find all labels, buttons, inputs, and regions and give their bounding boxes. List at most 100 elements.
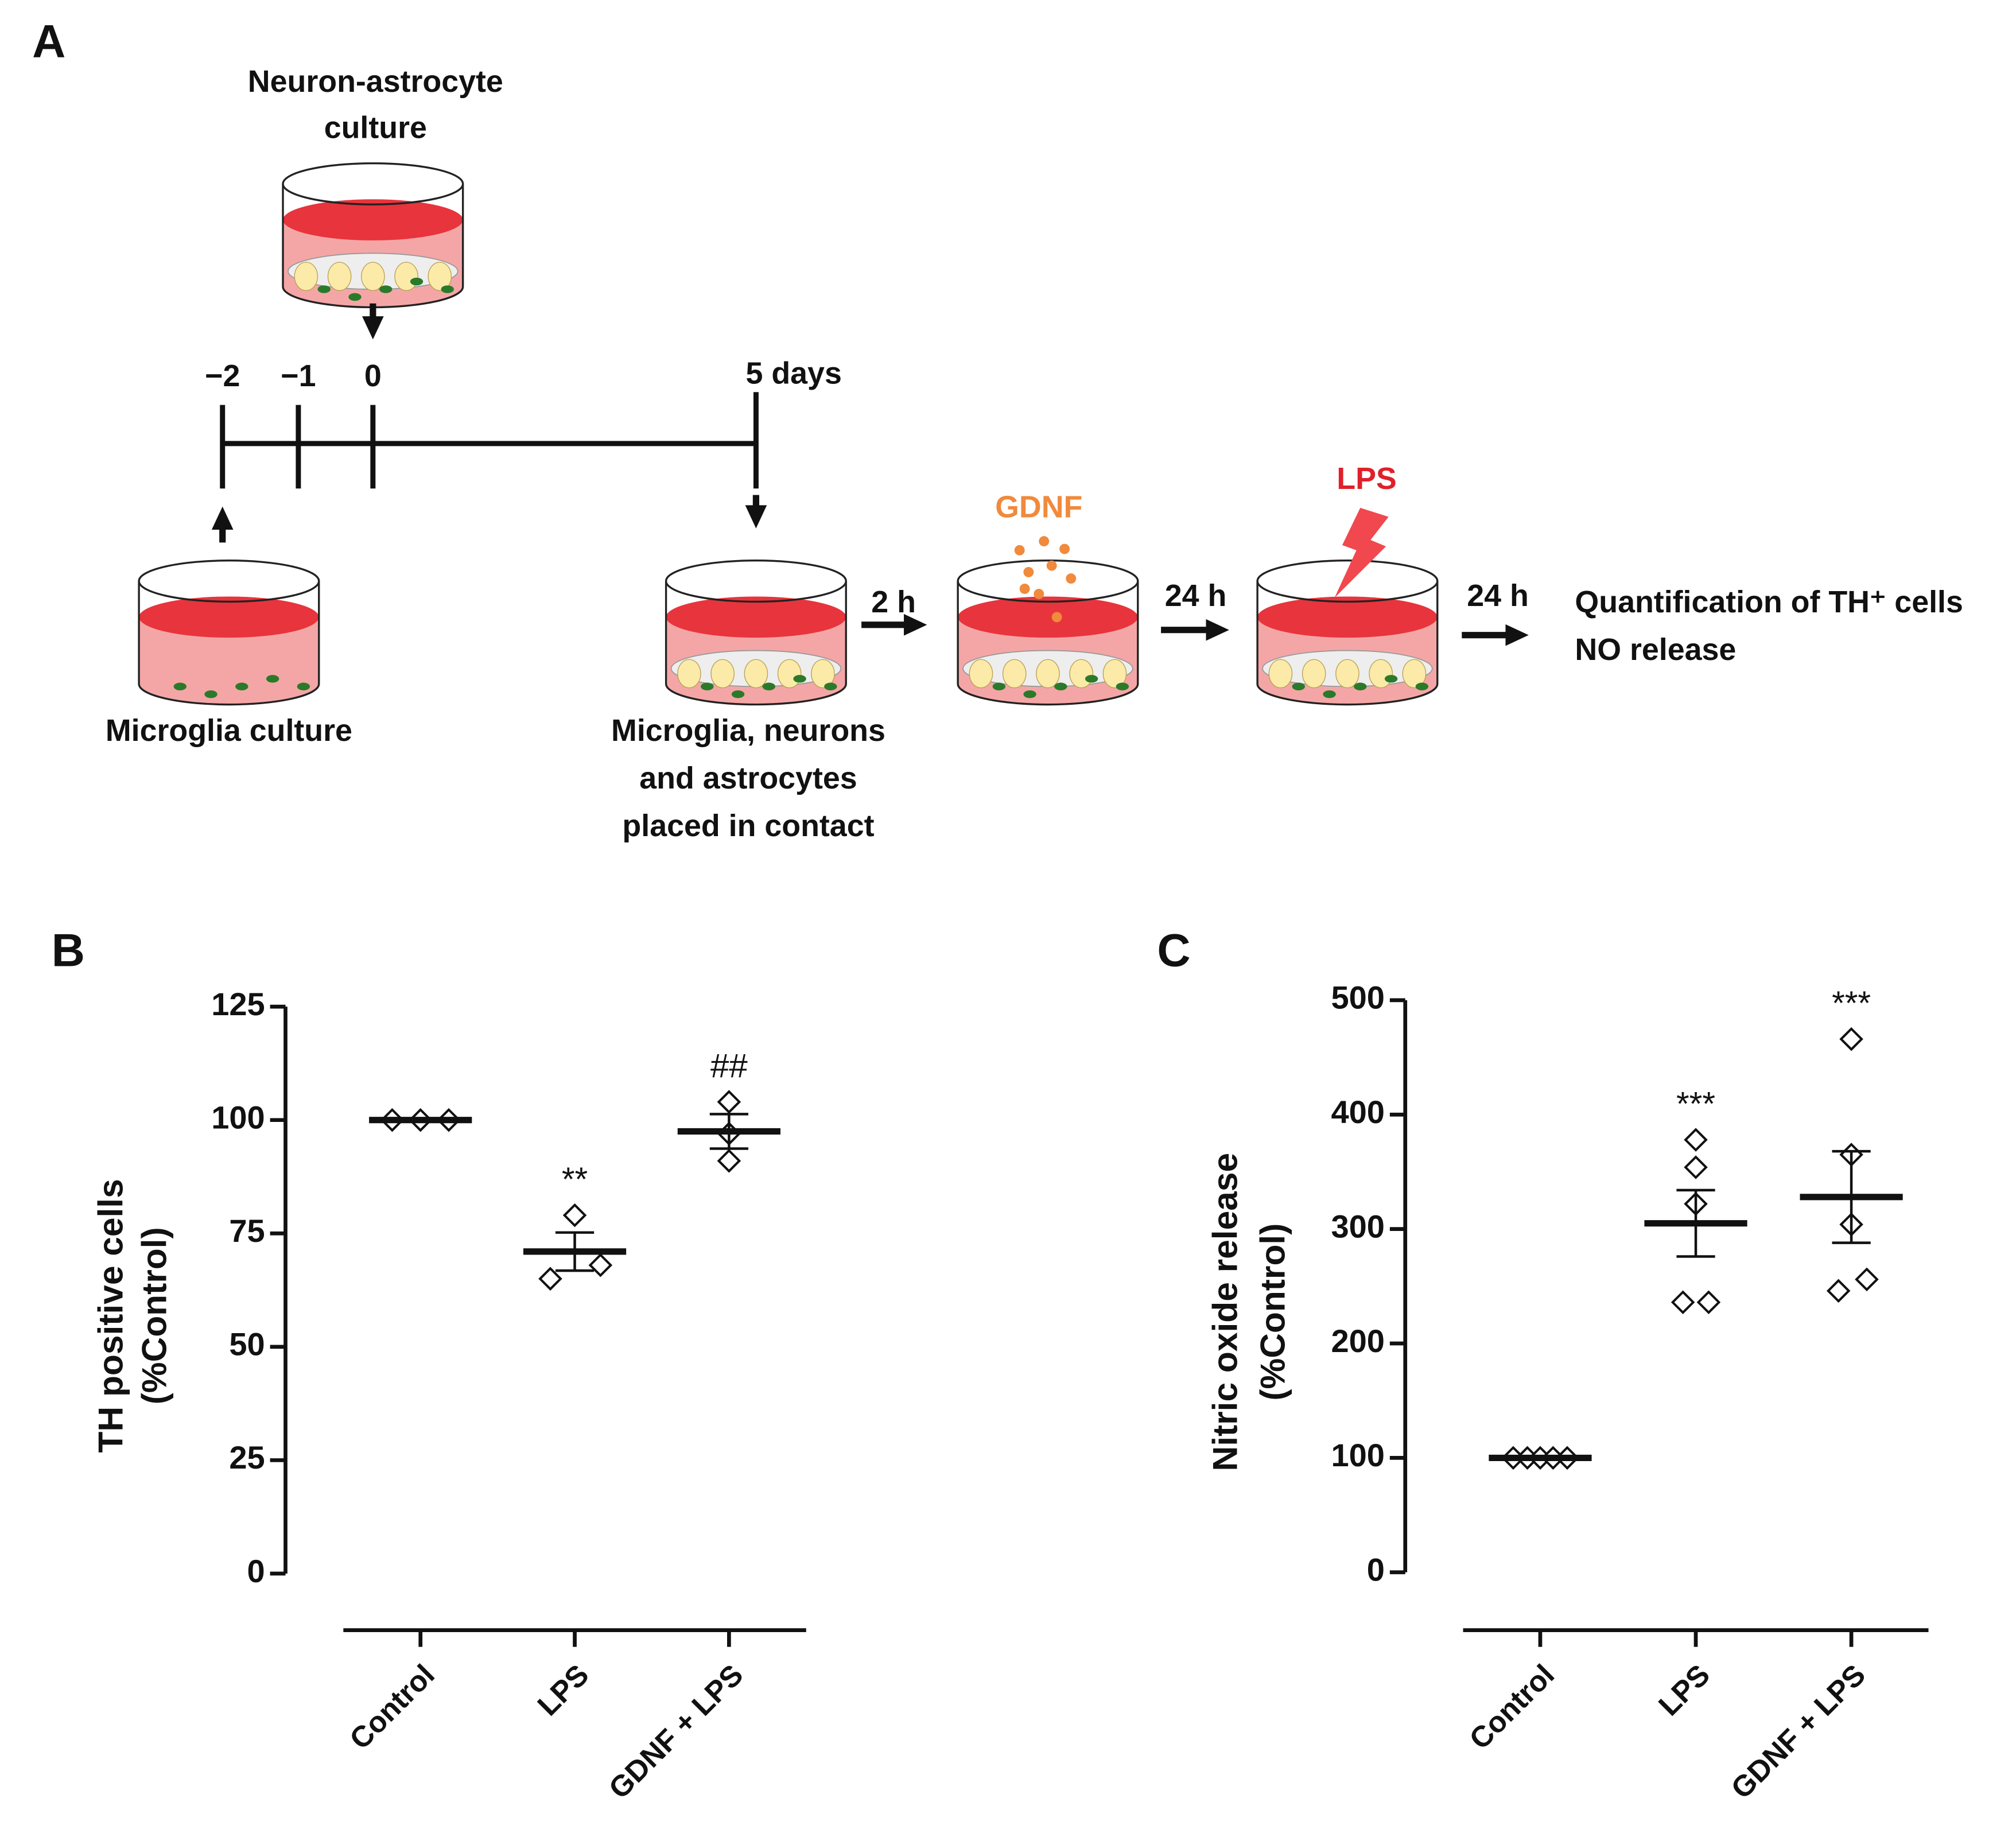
y-tick-label: 500 [1331, 980, 1384, 1016]
microglia [1384, 675, 1398, 683]
label: NO release [1575, 632, 1736, 667]
significance-label: *** [1832, 985, 1871, 1022]
microglia [441, 285, 454, 293]
label: Quantification of TH⁺ cells [1575, 585, 1963, 619]
neuron [294, 262, 318, 291]
gdnf-dot [1014, 545, 1025, 556]
gdnf-label: GDNF [995, 490, 1082, 524]
neuron [327, 262, 352, 291]
gdnf-dot [1059, 543, 1070, 554]
gdnf-dot [1034, 589, 1044, 599]
neuron [1036, 659, 1060, 689]
dish-rim [665, 560, 847, 603]
x-tick-label: Control [1463, 1658, 1561, 1756]
y-tick-label: 200 [1331, 1323, 1384, 1359]
x-tick-label: LPS [531, 1658, 595, 1722]
y-tick-label: 0 [247, 1553, 265, 1589]
data-point [1684, 1155, 1708, 1179]
microglia [173, 682, 187, 690]
timeline-label: −2 [205, 359, 240, 393]
y-tick-label: 125 [211, 986, 265, 1022]
dish-wall [957, 581, 1139, 706]
y-axis-label: Nitric oxide release [1206, 1153, 1245, 1471]
arrow-head [745, 505, 767, 529]
microglia [1023, 690, 1036, 698]
data-point [1839, 1027, 1863, 1051]
significance-label: ## [710, 1047, 748, 1085]
label: culture [324, 110, 427, 145]
arrow-head [904, 613, 927, 636]
gdnf-dot [1019, 584, 1030, 594]
label: placed in contact [622, 809, 874, 843]
x-tick-label: GDNF + LPS [602, 1658, 749, 1805]
gdnf-dot [1023, 566, 1034, 577]
microglia [824, 682, 837, 690]
arrow-head [1505, 624, 1529, 646]
dish-rim [282, 162, 464, 205]
data-point [1855, 1267, 1879, 1292]
microglia [379, 285, 393, 293]
neuron [1102, 659, 1127, 689]
dish-media-top [666, 596, 846, 638]
lightning [1334, 507, 1389, 598]
y-tick-label: 100 [1331, 1437, 1384, 1473]
y-tick-label: 25 [229, 1439, 265, 1475]
dish-media-top [1257, 596, 1438, 638]
data-point [717, 1090, 741, 1114]
gdnf-dot [1046, 560, 1057, 571]
dish-rim [1256, 560, 1439, 603]
gdnf-dot [1066, 573, 1077, 584]
dish-media-top [958, 596, 1138, 638]
step-label: 24 h [1165, 578, 1227, 613]
dish-medium [139, 617, 319, 705]
microglia [297, 682, 310, 690]
neuron [777, 659, 802, 689]
arrow-head [211, 506, 234, 530]
neuron [428, 262, 452, 291]
neuron [1335, 659, 1359, 689]
label: Microglia culture [106, 713, 352, 748]
x-tick-label: LPS [1652, 1658, 1716, 1722]
data-point [1684, 1128, 1708, 1152]
neuron [969, 659, 993, 689]
neuron [1369, 659, 1393, 689]
microglia [1292, 682, 1305, 690]
significance-label: ** [562, 1161, 588, 1198]
arrow-head [1206, 619, 1229, 641]
label: Microglia, neurons [611, 713, 885, 748]
neuron [811, 659, 835, 689]
panel-label: A [32, 16, 65, 68]
timeline-label: 0 [364, 359, 382, 393]
microglia [1054, 682, 1067, 690]
data-point [562, 1203, 587, 1228]
neuron [677, 659, 701, 689]
gdnf-dot [1039, 536, 1050, 547]
y-tick-label: 300 [1331, 1208, 1384, 1244]
neuron [710, 659, 735, 689]
microglia [992, 682, 1006, 690]
neuron [1302, 659, 1326, 689]
step-label: 24 h [1467, 578, 1529, 613]
y-axis-label: (%Control) [134, 1227, 173, 1404]
neuron [394, 262, 418, 291]
microglia [793, 675, 806, 683]
microglia [266, 675, 279, 683]
dish-rim [138, 560, 320, 603]
dish-wall [665, 581, 847, 706]
step-label: 2 h [871, 585, 916, 619]
neuron [1268, 659, 1293, 689]
microglia [701, 682, 714, 690]
y-tick-label: 75 [229, 1213, 265, 1249]
dish-wall [138, 581, 320, 706]
gdnf-dot [1051, 612, 1062, 623]
microglia [1323, 690, 1336, 698]
lps-label: LPS [1337, 461, 1397, 496]
x-tick-label: GDNF + LPS [1724, 1658, 1872, 1805]
y-tick-label: 100 [211, 1099, 265, 1135]
y-tick-label: 0 [1367, 1552, 1385, 1588]
neuron [744, 659, 768, 689]
y-axis-label: (%Control) [1253, 1224, 1292, 1401]
microglia [1415, 682, 1429, 690]
neuron [1002, 659, 1027, 689]
y-tick-label: 400 [1331, 1094, 1384, 1130]
